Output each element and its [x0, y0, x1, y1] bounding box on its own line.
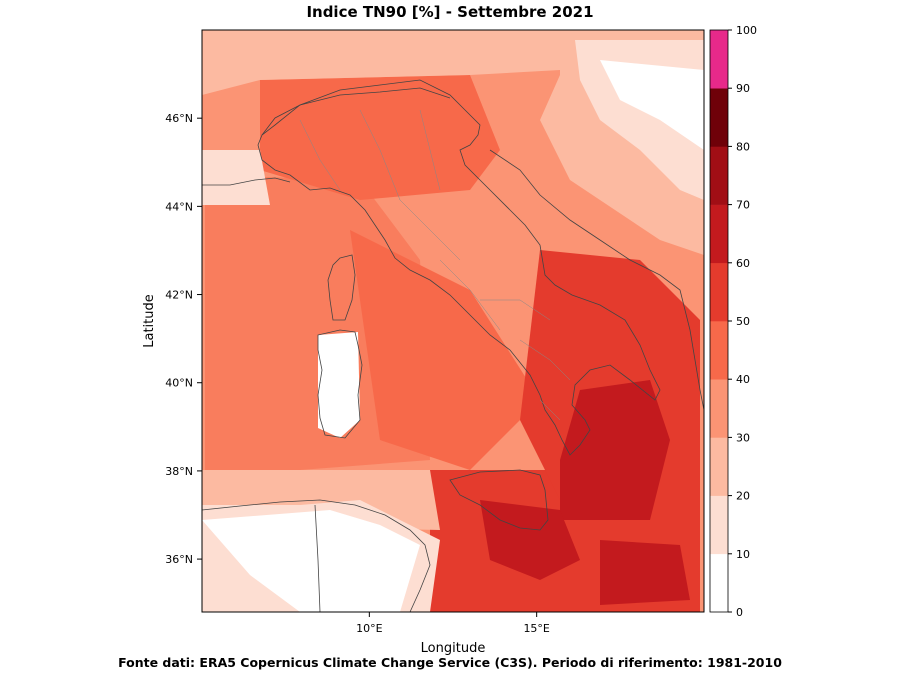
colorbar-tick-label: 60 — [736, 257, 750, 270]
africa-white-core — [202, 510, 420, 612]
map-frame — [201, 29, 705, 613]
africa-coastline — [202, 499, 431, 612]
colorbar-segment — [710, 495, 728, 555]
sicily-coastline — [449, 469, 549, 531]
colorbar-tick-label: 70 — [736, 199, 750, 212]
y-axis-label: Latitude — [142, 294, 157, 348]
africa-border — [314, 504, 321, 612]
colorbar-tick-label: 10 — [736, 548, 750, 561]
data-source-footer: Fonte dati: ERA5 Copernicus Climate Chan… — [118, 655, 782, 670]
south-tip-region — [600, 540, 690, 605]
colorbar-tick-label: 100 — [736, 24, 757, 37]
y-tick-label: 42°N — [165, 289, 193, 302]
x-tick-label: 15°E — [523, 622, 549, 635]
colorbar-frame — [709, 29, 729, 613]
colorbar-tick-label: 40 — [736, 373, 750, 386]
ionian-core-region — [560, 380, 670, 520]
colorbar-segment — [710, 88, 728, 147]
france-coastline — [202, 177, 291, 186]
colorbar-tick-label: 90 — [736, 82, 750, 95]
colorbar: 0 10 20 30 40 50 60 70 80 90 100 — [710, 24, 757, 619]
alps-white — [202, 150, 270, 205]
tyrrhenian-region — [350, 230, 540, 470]
colorbar-segment — [710, 437, 728, 496]
balkans-white-core — [600, 60, 704, 150]
x-axis-ticks: 10°E 15°E — [356, 612, 550, 635]
y-tick-label: 44°N — [165, 200, 193, 213]
x-axis-label: Longitude — [421, 641, 486, 656]
colorbar-segment — [710, 30, 728, 89]
colorbar-tick-label: 0 — [736, 606, 743, 619]
colorbar-segment — [710, 321, 728, 380]
colorbar-tick-label: 30 — [736, 431, 750, 444]
y-tick-label: 36°N — [165, 553, 193, 566]
sicily-channel-region — [480, 500, 580, 580]
region-borders — [299, 109, 571, 421]
sardinia-white — [318, 332, 360, 438]
italy-coastline — [257, 79, 661, 456]
colorbar-segment — [710, 379, 728, 438]
colorbar-segment — [710, 262, 728, 322]
y-tick-label: 40°N — [165, 377, 193, 390]
y-axis-ticks: 36°N 38°N 40°N 42°N 44°N 46°N — [165, 112, 202, 566]
y-tick-label: 38°N — [165, 465, 193, 478]
x-tick-label: 10°E — [356, 622, 382, 635]
colorbar-segment — [710, 204, 728, 264]
alpine-border — [261, 87, 451, 136]
balkan-coastline — [489, 149, 704, 411]
y-tick-label: 46°N — [165, 112, 193, 125]
corsica-coastline — [327, 254, 356, 321]
map-title: Indice TN90 [%] - Settembre 2021 — [306, 3, 594, 21]
north-italy-region — [260, 75, 500, 200]
colorbar-tick-label: 80 — [736, 140, 750, 153]
colorbar-tick-label: 20 — [736, 490, 750, 503]
colorbar-tick-label: 50 — [736, 315, 750, 328]
sardinia-coastline — [317, 329, 363, 439]
colorbar-segment — [710, 553, 728, 613]
colorbar-segment — [710, 146, 728, 205]
